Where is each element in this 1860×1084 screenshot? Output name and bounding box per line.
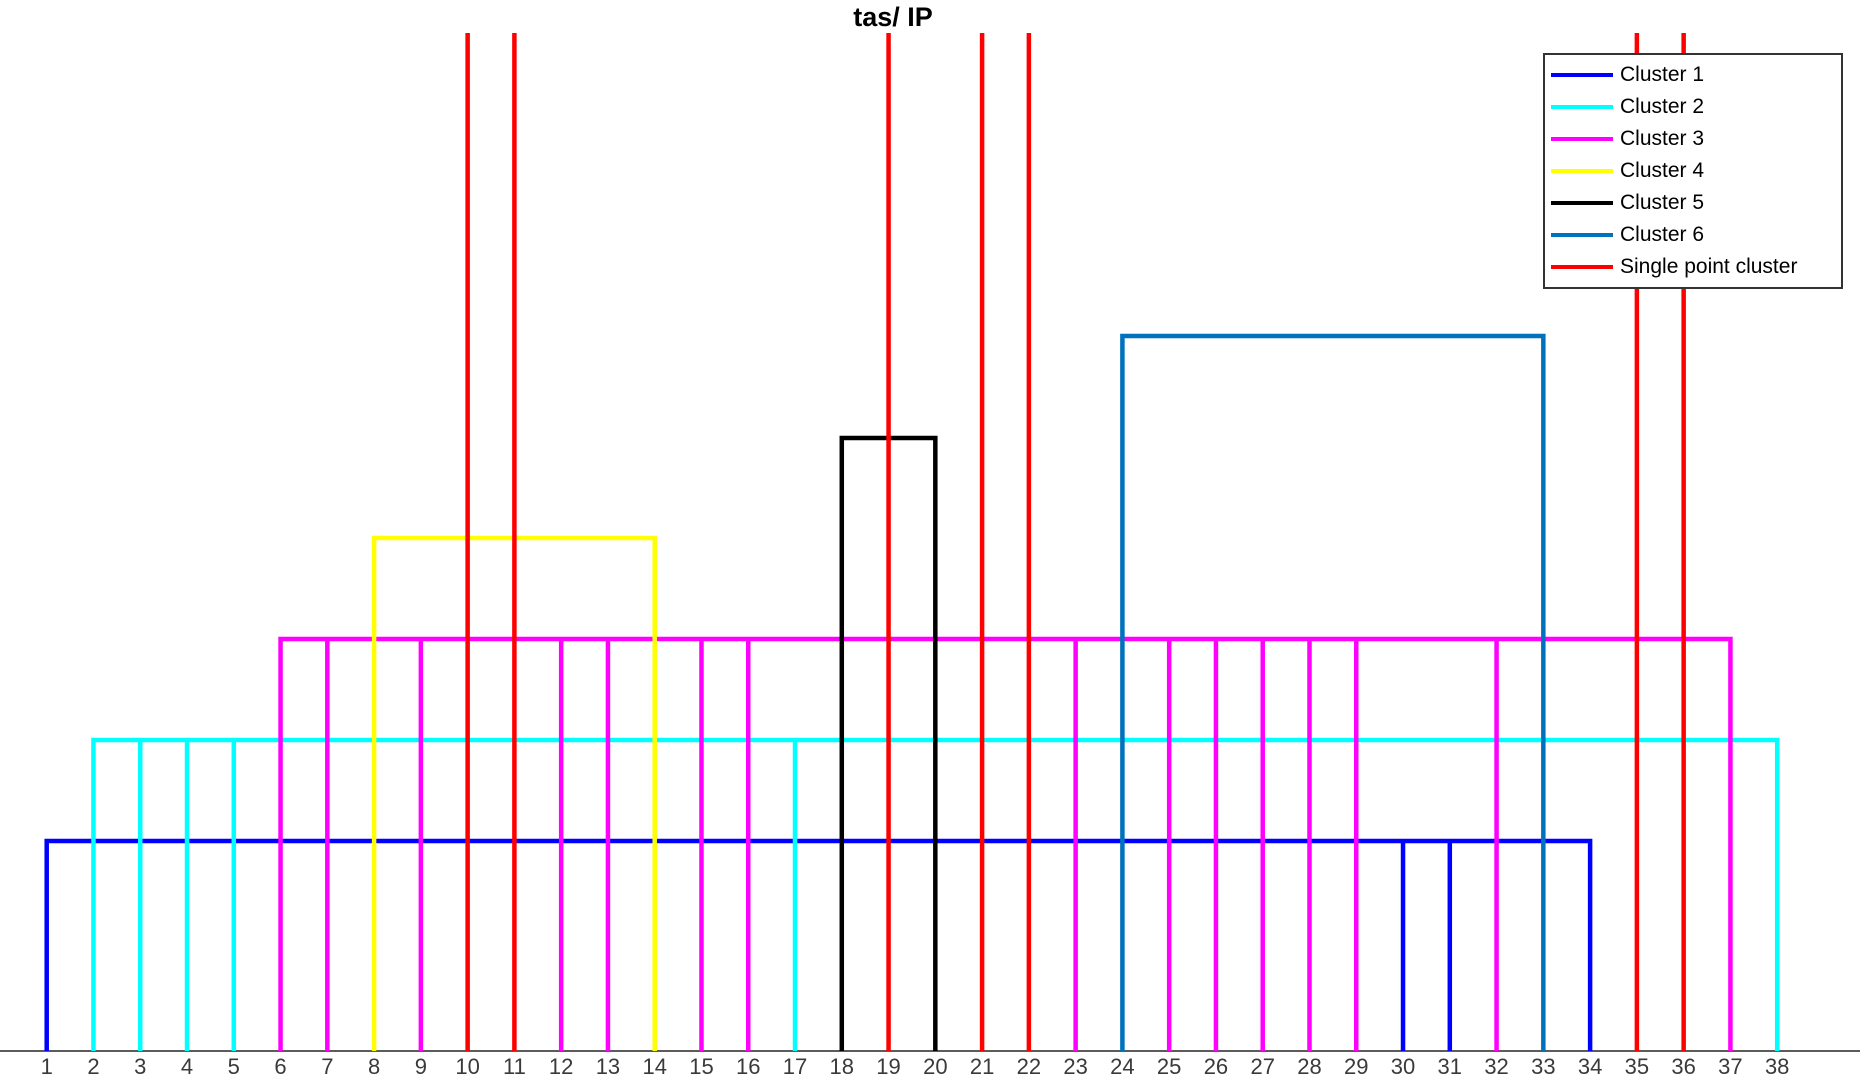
legend-line-sample [1551,169,1613,173]
chart-title: tas/ IP [853,2,933,32]
x-tick-label: 26 [1203,1054,1229,1079]
legend-entry-label: Single point cluster [1620,255,1798,278]
legend-entry: Cluster 3 [1545,127,1841,151]
x-tick-label: 37 [1718,1054,1743,1079]
x-tick-label: 22 [1016,1054,1042,1079]
x-tick-label: 15 [689,1054,714,1079]
x-tick-label: 38 [1764,1054,1790,1079]
x-tick-label: 13 [595,1054,621,1079]
cluster-line-1 [44,838,1593,1051]
x-tick-label: 1 [40,1054,53,1079]
x-tick-label: 7 [321,1054,334,1079]
x-tick-label: 34 [1577,1054,1603,1079]
x-tick-label: 29 [1344,1054,1369,1079]
x-tick-label: 33 [1531,1054,1556,1079]
x-tick-label: 6 [274,1054,287,1079]
legend-entry-label: Cluster 5 [1620,191,1705,214]
legend-entry-label: Cluster 3 [1620,127,1705,150]
x-tick-label: 20 [923,1054,948,1079]
legend-entry: Cluster 5 [1545,191,1841,215]
legend: Cluster 1 Cluster 2 Cluster 3 Cluster 4 Clus… [1543,53,1843,289]
x-tick-label: 5 [227,1054,240,1079]
x-tick-label: 19 [876,1054,901,1079]
x-tick-label: 11 [502,1054,526,1079]
legend-entry: Cluster 2 [1545,95,1841,119]
legend-line-sample [1551,265,1613,269]
x-tick-label: 21 [969,1054,995,1079]
x-tick-label: 18 [829,1054,855,1079]
legend-entry: Cluster 6 [1545,223,1841,247]
legend-line-sample [1551,233,1613,237]
x-tick-label: 28 [1297,1054,1322,1079]
legend-entry: Cluster 1 [1545,63,1841,87]
legend-line-sample [1551,73,1613,77]
x-tick-label: 36 [1671,1054,1696,1079]
legend-entry-label: Cluster 1 [1620,63,1705,86]
legend-line-sample [1551,137,1613,141]
legend-line-sample [1551,105,1613,109]
x-tick-label: 23 [1063,1054,1088,1079]
x-tick-label: 30 [1390,1054,1416,1079]
x-tick-label: 4 [180,1054,194,1079]
legend-entry-label: Cluster 6 [1620,223,1705,246]
single-point-cluster-lines [465,33,1686,1051]
x-tick-label: 10 [455,1054,480,1079]
x-tick-label: 8 [367,1054,381,1079]
x-tick-label: 32 [1484,1054,1509,1079]
legend-entry-label: Cluster 2 [1620,95,1705,118]
cluster-line-3 [278,636,1733,1051]
legend-entry-label: Cluster 4 [1620,159,1705,182]
x-tick-label: 3 [134,1054,147,1079]
x-tick-label: 17 [782,1054,808,1079]
x-tick-label: 14 [642,1054,667,1079]
legend-line-sample [1551,201,1613,205]
x-tick-label: 24 [1110,1054,1135,1079]
legend-entry: Cluster 4 [1545,159,1841,183]
x-tick-label: 9 [414,1054,427,1079]
x-tick-label: 2 [87,1054,100,1079]
legend-entry: Single point cluster [1545,255,1841,279]
x-tick-label: 12 [548,1054,574,1079]
x-tick-label: 27 [1250,1054,1275,1079]
cluster-line-6 [1120,333,1546,1051]
x-tick-label: 16 [736,1054,761,1079]
x-tick-label: 35 [1624,1054,1650,1079]
x-tick-label: 25 [1156,1054,1182,1079]
x-tick-label: 31 [1437,1054,1463,1079]
